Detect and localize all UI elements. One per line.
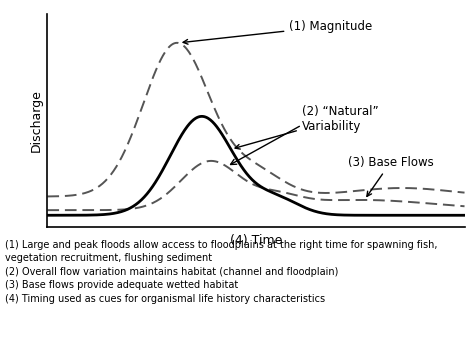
- Text: (1) Large and peak floods allow access to floodplains at the right time for spaw: (1) Large and peak floods allow access t…: [5, 240, 437, 304]
- Y-axis label: Discharge: Discharge: [30, 89, 43, 152]
- X-axis label: (4) Time: (4) Time: [230, 234, 282, 247]
- Text: (1) Magnitude: (1) Magnitude: [183, 20, 373, 44]
- Text: (3) Base Flows: (3) Base Flows: [348, 156, 434, 196]
- Text: (2) “Natural”
Variability: (2) “Natural” Variability: [235, 104, 378, 149]
